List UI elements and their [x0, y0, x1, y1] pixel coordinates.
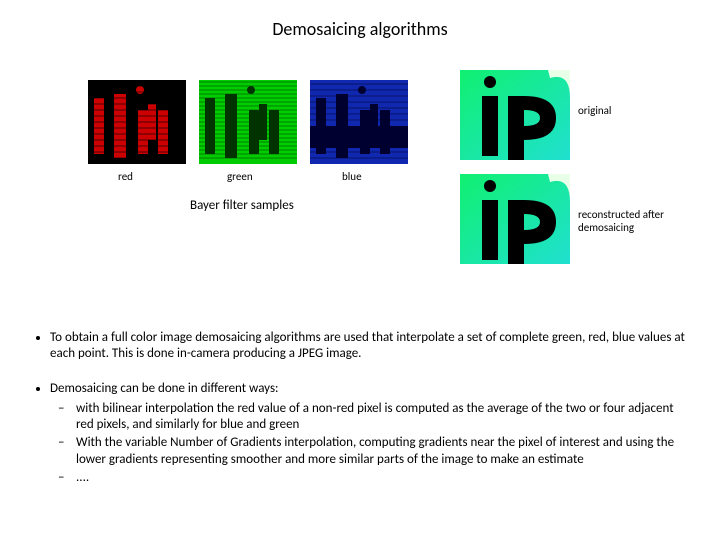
bullet-2-sub-1: with bilinear interpolation the red valu…	[76, 401, 690, 434]
tile-reconstructed	[460, 174, 570, 264]
bullet-1-text: To obtain a full color image demosaicing…	[50, 330, 685, 361]
bullet-1: To obtain a full color image demosaicing…	[50, 330, 690, 363]
bullet-2-text: Demosaicing can be done in different way…	[50, 381, 279, 396]
bullet-2-sub-2: With the variable Number of Gradients in…	[76, 435, 690, 468]
slide-title: Demosaicing algorithms	[0, 0, 720, 40]
tile-green	[199, 80, 297, 164]
figure-area: red	[0, 80, 720, 290]
bullet-2: Demosaicing can be done in different way…	[50, 381, 690, 487]
label-blue: blue	[342, 170, 362, 183]
tile-original	[460, 70, 570, 160]
tile-red	[88, 80, 186, 164]
label-red: red	[118, 170, 133, 183]
label-reconstructed: reconstructed after demosaicing	[578, 208, 664, 234]
bullet-2-sub-3: ....	[76, 470, 690, 486]
tile-blue	[310, 80, 408, 164]
label-original: original	[578, 104, 611, 117]
label-green: green	[227, 170, 253, 183]
bayer-filter-label: Bayer filter samples	[190, 198, 294, 213]
bullet-list: To obtain a full color image demosaicing…	[28, 330, 690, 504]
